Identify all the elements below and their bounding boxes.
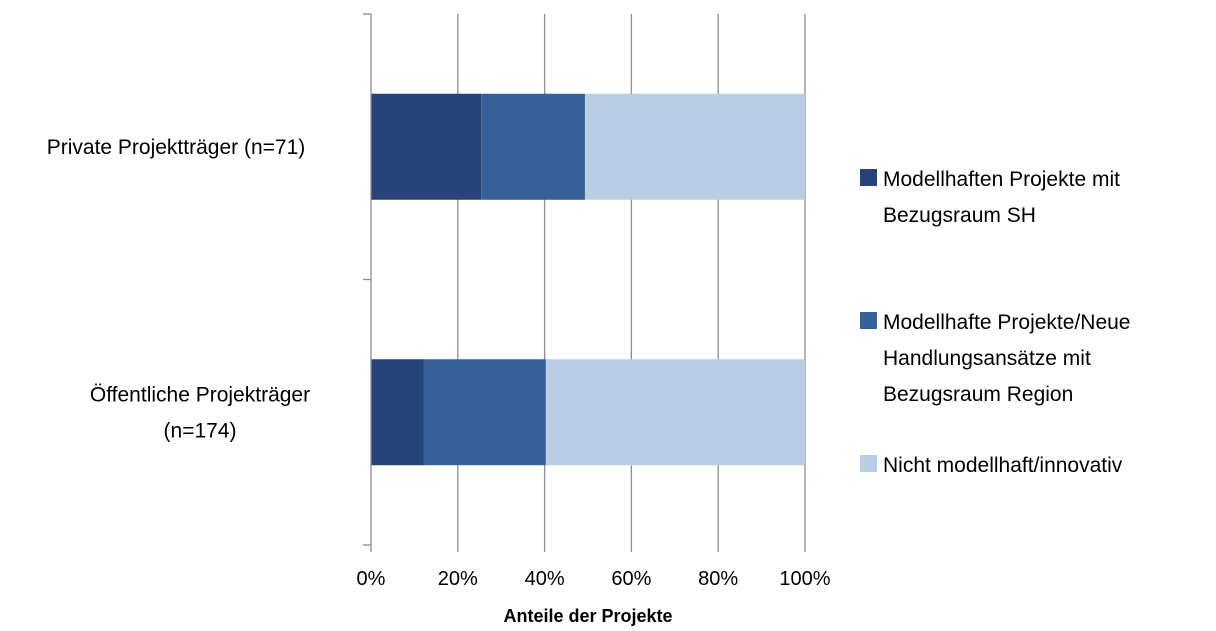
bar-segment: [371, 359, 424, 466]
legend-label: Nicht modellhaft/innovativ: [883, 454, 1123, 477]
legend-label: Modellhafte Projekte/Neue Handlungsansätz…: [883, 311, 1130, 406]
x-axis-title: Anteile der Projekte: [503, 606, 672, 626]
x-tick-label: 40%: [525, 568, 565, 590]
bar-segment: [545, 359, 805, 466]
legend-swatch: [860, 169, 877, 186]
x-tick-label: 0%: [357, 568, 386, 590]
labels: 0% 20% 40% 60% 80% 100% Private Projektträger …: [47, 136, 831, 626]
legend-swatch: [860, 312, 877, 329]
x-tick-label: 20%: [438, 568, 478, 590]
category-label: Öffentliche Projekträger (n=174): [90, 383, 310, 442]
gridlines: [457, 14, 806, 545]
legend-swatch: [860, 455, 877, 472]
bars: [371, 93, 805, 466]
x-tick-label: 100%: [779, 568, 830, 590]
x-tick-label: 60%: [611, 568, 651, 590]
category-label: Private Projektträger (n=71): [47, 136, 306, 159]
bar-segment: [371, 93, 482, 200]
axes: [363, 13, 806, 552]
legend-label: Modellhaften Projekte mit Bezugsraum SH: [883, 168, 1120, 227]
x-tick-label: 80%: [698, 568, 738, 590]
legend: Modellhaften Projekte mit Bezugsraum SH Mo…: [860, 168, 1130, 477]
bar-segment: [423, 359, 546, 466]
bar-segment: [584, 93, 805, 200]
bar-segment: [481, 93, 585, 200]
